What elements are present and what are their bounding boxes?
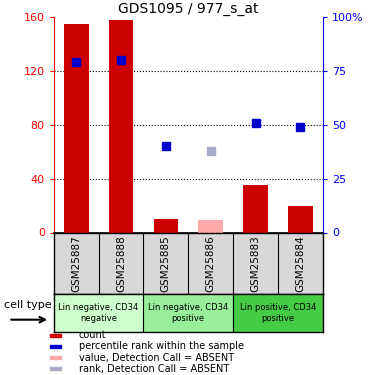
Text: GSM25888: GSM25888 — [116, 235, 126, 292]
Bar — [50, 345, 61, 348]
Bar — [109, 20, 133, 232]
Bar — [198, 220, 223, 232]
Text: rank, Detection Call = ABSENT: rank, Detection Call = ABSENT — [79, 364, 229, 374]
Text: value, Detection Call = ABSENT: value, Detection Call = ABSENT — [79, 352, 234, 363]
Text: GSM25884: GSM25884 — [295, 235, 305, 292]
Bar — [243, 185, 268, 232]
Bar — [50, 367, 61, 370]
Text: GSM25886: GSM25886 — [206, 235, 216, 292]
Bar — [54, 294, 144, 332]
Text: GSM25883: GSM25883 — [250, 235, 260, 292]
Text: Lin negative, CD34
positive: Lin negative, CD34 positive — [148, 303, 229, 323]
Bar — [64, 24, 89, 232]
Text: Lin positive, CD34
positive: Lin positive, CD34 positive — [240, 303, 316, 323]
Text: GSM25885: GSM25885 — [161, 235, 171, 292]
Bar — [288, 206, 313, 232]
Text: percentile rank within the sample: percentile rank within the sample — [79, 341, 244, 351]
Text: GSM25887: GSM25887 — [71, 235, 81, 292]
Bar — [50, 334, 61, 337]
Bar — [144, 294, 233, 332]
Bar — [233, 294, 323, 332]
Text: Lin negative, CD34
negative: Lin negative, CD34 negative — [59, 303, 139, 323]
Bar — [154, 219, 178, 232]
Text: cell type: cell type — [4, 300, 51, 310]
Bar — [50, 356, 61, 359]
Text: count: count — [79, 330, 106, 340]
Title: GDS1095 / 977_s_at: GDS1095 / 977_s_at — [118, 2, 259, 16]
